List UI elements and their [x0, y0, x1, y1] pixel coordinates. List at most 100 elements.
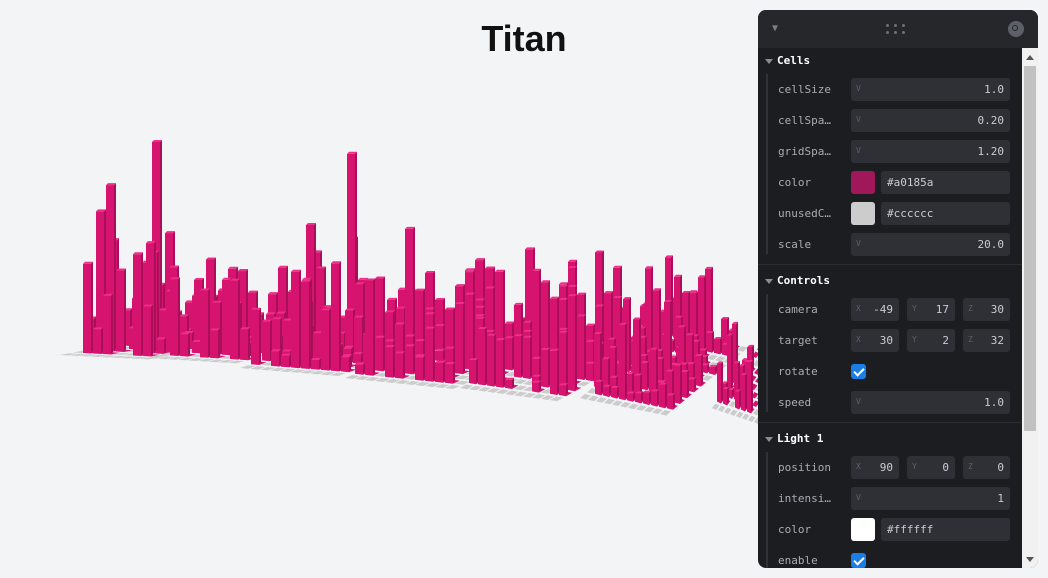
bar — [83, 263, 91, 353]
bar-top — [523, 329, 532, 332]
camera-x-input[interactable]: X -49 — [851, 298, 899, 321]
grid-cell — [228, 360, 245, 364]
cellspacing-input[interactable]: V 0.20 — [851, 109, 1010, 132]
bar-top — [690, 291, 698, 294]
cellsize-input[interactable]: V 1.0 — [851, 78, 1010, 101]
folder-title-controls[interactable]: Controls — [758, 268, 1022, 294]
drag-handle-icon[interactable] — [886, 24, 908, 36]
scale-input[interactable]: V 20.0 — [851, 233, 1010, 256]
grid-cell — [113, 352, 131, 355]
gridspacing-input[interactable]: V 1.20 — [851, 140, 1010, 163]
bar — [301, 281, 309, 369]
bar — [262, 321, 270, 361]
grid-cell — [415, 381, 430, 386]
bar-top — [106, 183, 116, 186]
bar-side — [339, 261, 341, 371]
bar-top — [613, 296, 622, 299]
color-hex-input[interactable]: #a0185a — [881, 171, 1010, 194]
bar-side — [639, 317, 641, 387]
control-panel[interactable]: ▼ Cells cellSize V 1.0 cellSpa… V 0.20 gri… — [758, 10, 1038, 568]
axis-label: V — [856, 146, 861, 155]
bar-side — [712, 330, 714, 352]
position-x-input[interactable]: X 90 — [851, 456, 899, 479]
bar — [103, 295, 111, 354]
bar-top — [658, 380, 666, 383]
axis-label: Y — [912, 462, 917, 471]
target-z-input[interactable]: Z 32 — [963, 329, 1010, 352]
bar-top — [385, 345, 395, 348]
bar-top — [465, 292, 475, 295]
grid-cell — [652, 408, 663, 414]
bar-top — [228, 266, 238, 269]
bar — [627, 393, 633, 401]
bar-top — [365, 278, 375, 281]
bar — [425, 328, 433, 381]
scroll-down-icon[interactable] — [1026, 557, 1034, 562]
row-label: position — [778, 461, 831, 474]
enable-checkbox[interactable] — [851, 553, 866, 568]
bar-top — [699, 348, 707, 351]
bar-top — [586, 361, 595, 364]
bar-top — [281, 353, 291, 356]
camera-y-input[interactable]: Y 17 — [907, 298, 955, 321]
bar-top — [455, 302, 465, 305]
bar — [723, 388, 727, 404]
bar-top — [594, 332, 602, 335]
bar-side — [160, 140, 162, 347]
row-label: intensi… — [778, 492, 831, 505]
bar-side — [188, 332, 190, 356]
bar-top — [611, 385, 619, 388]
scroll-thumb[interactable] — [1024, 66, 1036, 431]
search-icon[interactable] — [1008, 21, 1024, 37]
grid-cell — [702, 375, 713, 381]
unused-color-hex-input[interactable]: #cccccc — [881, 202, 1010, 225]
grid-cell — [365, 376, 380, 381]
grid-cell — [505, 390, 519, 396]
bar — [687, 364, 693, 384]
grid-cell — [435, 383, 450, 388]
bar-top — [728, 388, 734, 391]
color-swatch[interactable] — [851, 171, 875, 194]
light-color-swatch[interactable] — [851, 518, 875, 541]
bar — [634, 375, 640, 395]
bar — [656, 359, 662, 385]
bar-side — [363, 362, 365, 374]
bar — [505, 338, 512, 370]
bar-side — [608, 357, 610, 388]
bar-side — [220, 300, 222, 354]
row-color: color #a0185a — [758, 167, 1022, 198]
panel-header[interactable]: ▼ — [758, 10, 1038, 48]
bar-top — [709, 364, 717, 367]
row-label: camera — [778, 303, 818, 316]
light-color-hex-input[interactable]: #ffffff — [881, 518, 1010, 541]
panel-scrollbar[interactable] — [1022, 48, 1038, 568]
grid-cell — [375, 377, 390, 382]
row-gridspacing: gridSpa… V 1.20 — [758, 136, 1022, 167]
bar-top — [355, 362, 365, 365]
bar-top — [640, 353, 648, 356]
bar-side — [557, 296, 559, 351]
folder-title-cells[interactable]: Cells — [758, 48, 1022, 74]
speed-input[interactable]: V 1.0 — [851, 391, 1010, 414]
bar-top — [678, 325, 686, 328]
collapse-chevron-icon[interactable]: ▼ — [772, 23, 779, 34]
row-unusedcolor: unusedC… #cccccc — [758, 198, 1022, 229]
folder-title-light-1[interactable]: Light 1 — [758, 426, 1022, 452]
bar — [385, 312, 393, 357]
bar — [375, 278, 383, 366]
bar-top — [485, 330, 495, 333]
grid-cell — [110, 355, 128, 358]
bar-top — [523, 335, 532, 338]
camera-z-input[interactable]: Z 30 — [963, 298, 1010, 321]
bar-top — [323, 305, 333, 308]
rotate-checkbox[interactable] — [851, 364, 866, 379]
unused-color-swatch[interactable] — [851, 202, 875, 225]
target-x-input[interactable]: X 30 — [851, 329, 899, 352]
scroll-up-icon[interactable] — [1026, 55, 1034, 60]
